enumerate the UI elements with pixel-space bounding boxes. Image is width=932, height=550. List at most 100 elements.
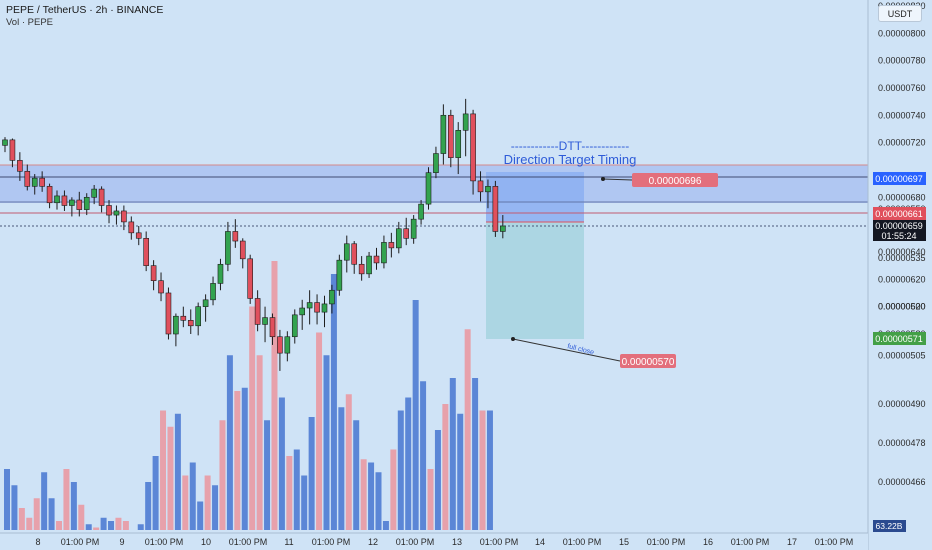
candle-body <box>150 265 157 281</box>
candle-body <box>17 160 23 172</box>
candle-body <box>336 259 343 291</box>
badge-entry-level-text: 0.00000661 <box>875 209 923 219</box>
price-tick-label: 0.00000740 <box>878 110 926 120</box>
volume-bar <box>382 521 389 530</box>
volume-bar <box>301 475 308 530</box>
volume-bar <box>449 378 456 530</box>
time-tick-label: 10 <box>201 537 211 547</box>
time-tick-label: 15 <box>619 537 629 547</box>
candle-body <box>462 113 469 131</box>
candle-body <box>381 242 387 264</box>
volume-bars <box>4 261 501 539</box>
candle-body <box>470 113 476 182</box>
volume-bar <box>197 501 204 530</box>
candle-body <box>262 317 268 325</box>
candle-body <box>284 336 291 354</box>
volume-bar <box>486 410 493 530</box>
plot-background <box>0 0 868 550</box>
candle-body <box>165 292 172 335</box>
candle-body <box>358 263 365 275</box>
time-tick-label: 9 <box>119 537 124 547</box>
badge-volume <box>873 520 906 532</box>
candle-body <box>447 114 454 158</box>
volume-bar <box>70 482 77 530</box>
volume-bar <box>219 420 226 530</box>
volume-bar <box>204 475 211 530</box>
stop-anchor-dot[interactable] <box>511 337 515 341</box>
symbol-header[interactable]: PEPE / TetherUS · 2h · BINANCE <box>6 4 164 16</box>
volume-bar <box>271 261 278 530</box>
time-tick-label: 14 <box>535 537 545 547</box>
time-axis-ticks: 8 01:00 PM 9 01:00 PM 10 01:00 PM 11 01:00 PM 12… <box>35 537 853 547</box>
stop-price-tag[interactable] <box>620 354 676 368</box>
time-tick-label: 16 <box>703 537 713 547</box>
time-tick-label: 12 <box>368 537 378 547</box>
candle-body <box>395 228 402 249</box>
candle-body <box>113 210 120 216</box>
candle-body <box>217 263 224 284</box>
volume-bar <box>160 410 167 530</box>
candle-body <box>98 188 105 206</box>
volume-bar <box>122 521 129 530</box>
candle-body <box>180 315 187 321</box>
badge-upper-level-text: 0.00000697 <box>875 174 923 184</box>
volume-bar <box>330 274 337 530</box>
candle-body <box>343 243 350 261</box>
volume-bar <box>189 462 196 530</box>
volume-bar <box>308 417 315 530</box>
dtt-dashed-label[interactable]: ------------DTT------------ <box>511 139 630 153</box>
time-tick-label: 01:00 PM <box>815 537 854 547</box>
target-zone-box[interactable] <box>486 172 584 222</box>
candle-body <box>418 203 424 220</box>
volume-header[interactable]: Vol · PEPE <box>6 17 53 28</box>
candle-body <box>403 228 410 239</box>
time-tick-label: 01:00 PM <box>480 537 519 547</box>
price-tick-label: 0.00000680 <box>878 192 926 202</box>
badge-volume-text: 63.22B <box>876 521 903 531</box>
volume-bar <box>137 524 144 530</box>
price-axis[interactable] <box>868 0 932 550</box>
candle-body <box>2 139 8 146</box>
candle-body <box>351 243 358 265</box>
badge-last-price <box>873 220 926 241</box>
volume-bar <box>264 420 271 530</box>
candle-body <box>106 205 112 216</box>
volume-bar <box>115 517 122 530</box>
time-tick-label: 11 <box>284 537 293 547</box>
dtt-title-label[interactable]: Direction Target Timing <box>504 152 637 167</box>
target-connector <box>602 178 633 181</box>
volume-bar <box>152 456 159 530</box>
candle-body <box>291 314 298 338</box>
volume-bar <box>293 449 300 530</box>
time-tick-label: 01:00 PM <box>647 537 686 547</box>
candle-body <box>329 289 335 305</box>
badge-lower-level-text: 0.00000571 <box>875 334 923 344</box>
volume-bar <box>241 387 248 530</box>
currency-button[interactable]: USDT <box>878 5 922 22</box>
candle-body <box>485 186 491 193</box>
volume-bar <box>286 456 293 530</box>
volume-bar <box>78 504 85 530</box>
volume-bar <box>11 485 18 530</box>
stop-zone-box[interactable] <box>486 222 584 339</box>
volume-bar <box>278 397 285 530</box>
candle-body <box>210 283 216 301</box>
target-anchor-dot[interactable] <box>601 177 605 181</box>
candle-body <box>299 307 306 316</box>
price-tick-label: 0.00000640 <box>878 247 926 257</box>
candle-body <box>321 303 328 313</box>
volume-bar <box>85 524 92 530</box>
time-tick-label: 01:00 PM <box>731 537 770 547</box>
volume-bar <box>63 469 70 530</box>
candle-body <box>128 221 135 234</box>
target-price-tag[interactable] <box>632 173 718 187</box>
volume-bar <box>368 462 375 530</box>
volume-bar <box>33 498 40 530</box>
time-axis[interactable] <box>0 533 868 550</box>
candle-body <box>202 299 209 307</box>
volume-bar <box>345 394 352 530</box>
volume-bar <box>397 410 404 530</box>
stop-price-text: 0.00000570 <box>622 357 675 368</box>
